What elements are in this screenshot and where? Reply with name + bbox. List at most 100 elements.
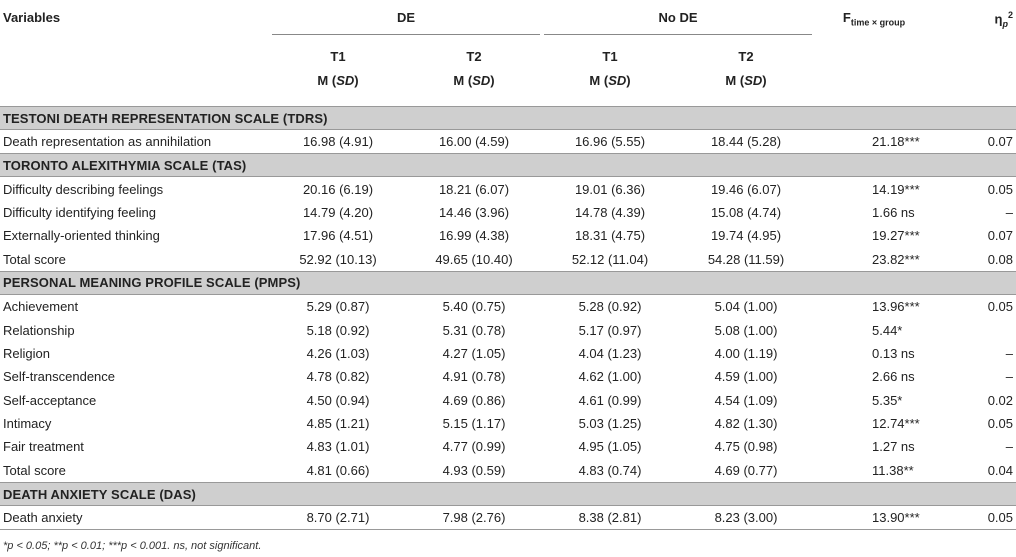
cell-f: 14.19*** [814, 177, 934, 201]
row-label: Death representation as annihilation [3, 134, 212, 150]
cell-f: 5.44* [814, 318, 934, 341]
table-row: Self-transcendence 4.78 (0.82) 4.91 (0.78)… [0, 365, 1016, 388]
row-label: Total score [3, 251, 66, 267]
cell-node-t2: 4.54 (1.09) [714, 392, 778, 408]
header-de-t1: T1 [330, 48, 346, 64]
cell-node-t2: 4.00 (1.19) [714, 345, 778, 361]
row-label: Fair treatment [3, 439, 84, 455]
table-body: TESTONI DEATH REPRESENTATION SCALE (TDRS… [0, 106, 1016, 531]
cell-node-t1: 14.78 (4.39) [574, 204, 646, 220]
section-header: TORONTO ALEXITHYMIA SCALE (TAS) [0, 153, 1016, 178]
f-value: 13.90*** [872, 510, 920, 526]
cell-eta: – [1005, 345, 1013, 361]
cell-eta: – [1005, 369, 1013, 385]
header-msd: M (SD) [453, 72, 495, 88]
cell-eta: 0.08 [987, 251, 1013, 267]
header-eta: ηp2 [994, 10, 1013, 29]
footnote: *p < 0.05; **p < 0.01; ***p < 0.001. ns,… [3, 540, 262, 552]
f-value: 13.96*** [872, 299, 920, 315]
header-de-t2: T2 [466, 48, 482, 64]
cell-node-t2: 19.46 (6.07) [710, 181, 782, 197]
cell-de-t1: 5.18 (0.92) [306, 322, 370, 338]
table-row: Religion 4.26 (1.03) 4.27 (1.05) 4.04 (1.23… [0, 342, 1016, 365]
cell-node-t1: 52.12 (11.04) [571, 251, 649, 267]
row-label: Total score [3, 462, 66, 478]
table-row: Difficulty describing feelings 20.16 (6.1… [0, 177, 1016, 201]
cell-f: 19.27*** [814, 224, 934, 247]
cell-node-t2: 8.23 (3.00) [678, 505, 814, 531]
f-value: 19.27*** [872, 228, 920, 244]
cell-node-t2: 4.82 (1.30) [714, 416, 778, 432]
row-label: Externally-oriented thinking [3, 228, 160, 244]
cell-de-t2: 4.27 (1.05) [442, 345, 506, 361]
table-row: Total score 4.81 (0.66) 4.93 (0.59) 4.83 (0… [0, 459, 1016, 483]
cell-node-t2: 15.08 (4.74) [710, 204, 782, 220]
cell-node-t2: 4.75 (0.98) [714, 439, 778, 455]
cell-node-t2: 5.04 (1.00) [714, 299, 778, 315]
cell-de-t2: 14.46 (3.96) [438, 204, 510, 220]
cell-de-t2: 49.65 (10.40) [435, 251, 513, 267]
header-row: Variables DE No DE Ftime × group ηp2 [0, 0, 1016, 44]
table-row: Self-acceptance 4.50 (0.94) 4.69 (0.86) 4.6… [0, 389, 1016, 412]
row-label: Death anxiety [0, 505, 270, 531]
cell-de-t1: 4.81 (0.66) [306, 462, 370, 478]
cell-node-t1: 5.28 (0.92) [578, 299, 642, 315]
cell-f: 0.13 ns [814, 342, 934, 365]
row-label: Difficulty identifying feeling [3, 204, 156, 220]
section-title: TESTONI DEATH REPRESENTATION SCALE (TDRS… [0, 106, 1016, 130]
section-header: PERSONAL MEANING PROFILE SCALE (PMPS) [0, 270, 1016, 295]
table-row: Total score 52.92 (10.13) 49.65 (10.40) 52.… [0, 248, 1016, 272]
cell-node-t1: 8.38 (2.81) [542, 505, 678, 531]
cell-node-t1: 18.31 (4.75) [574, 228, 646, 244]
row-label: Difficulty describing feelings [3, 181, 164, 197]
f-value: 0.13 ns [872, 345, 915, 361]
f-value: 5.44* [872, 322, 903, 338]
section-title: DEATH ANXIETY SCALE (DAS) [0, 482, 1016, 507]
cell-f: 5.35* [814, 389, 934, 412]
cell-de-t1: 4.26 (1.03) [306, 345, 370, 361]
f-value: 21.18*** [872, 134, 920, 150]
header-no-de: No DE [544, 10, 812, 35]
header-node-t2: T2 [738, 48, 754, 64]
table-row: Externally-oriented thinking 17.96 (4.51)… [0, 224, 1016, 247]
header-msd: M (SD) [317, 72, 359, 88]
section-header: TESTONI DEATH REPRESENTATION SCALE (TDRS… [0, 106, 1016, 130]
row-label: Intimacy [3, 416, 52, 432]
row-label: Religion [3, 345, 50, 361]
cell-eta [934, 318, 1016, 341]
f-value: 1.27 ns [872, 439, 915, 455]
cell-de-t2: 4.91 (0.78) [442, 369, 506, 385]
cell-de-t2: 18.21 (6.07) [438, 181, 510, 197]
cell-de-t2: 4.77 (0.99) [442, 439, 506, 455]
header-msd: M (SD) [725, 72, 767, 88]
header-de: DE [272, 10, 540, 35]
row-label: Self-transcendence [3, 369, 116, 385]
cell-de-t1: 8.70 (2.71) [270, 505, 406, 531]
cell-de-t2: 16.00 (4.59) [438, 134, 510, 150]
cell-eta: 0.05 [987, 299, 1013, 315]
cell-de-t1: 20.16 (6.19) [302, 181, 374, 197]
row-label: Achievement [3, 299, 79, 315]
cell-node-t1: 4.04 (1.23) [578, 345, 642, 361]
section-title: PERSONAL MEANING PROFILE SCALE (PMPS) [0, 270, 1016, 295]
cell-de-t1: 16.98 (4.91) [302, 134, 374, 150]
cell-node-t1: 5.17 (0.97) [578, 322, 642, 338]
cell-f: 13.90*** [814, 505, 934, 531]
cell-eta: 0.05 [934, 505, 1016, 531]
cell-eta: – [1005, 204, 1013, 220]
cell-de-t2: 7.98 (2.76) [406, 505, 542, 531]
header-stat-row: M (SD) M (SD) M (SD) M (SD) [0, 68, 1016, 92]
cell-node-t2: 4.69 (0.77) [714, 462, 778, 478]
f-value: 1.66 ns [872, 204, 915, 220]
cell-f: 1.27 ns [814, 435, 934, 458]
row-label: Self-acceptance [3, 392, 97, 408]
f-value: 5.35* [872, 392, 903, 408]
cell-eta: 0.07 [987, 134, 1013, 150]
cell-node-t1: 19.01 (6.36) [574, 181, 646, 197]
cell-de-t1: 14.79 (4.20) [302, 204, 374, 220]
cell-node-t1: 4.83 (0.74) [578, 462, 642, 478]
cell-node-t2: 18.44 (5.28) [710, 134, 782, 150]
table-row: Intimacy 4.85 (1.21) 5.15 (1.17) 5.03 (1.25… [0, 412, 1016, 435]
section-header: DEATH ANXIETY SCALE (DAS) [0, 482, 1016, 507]
